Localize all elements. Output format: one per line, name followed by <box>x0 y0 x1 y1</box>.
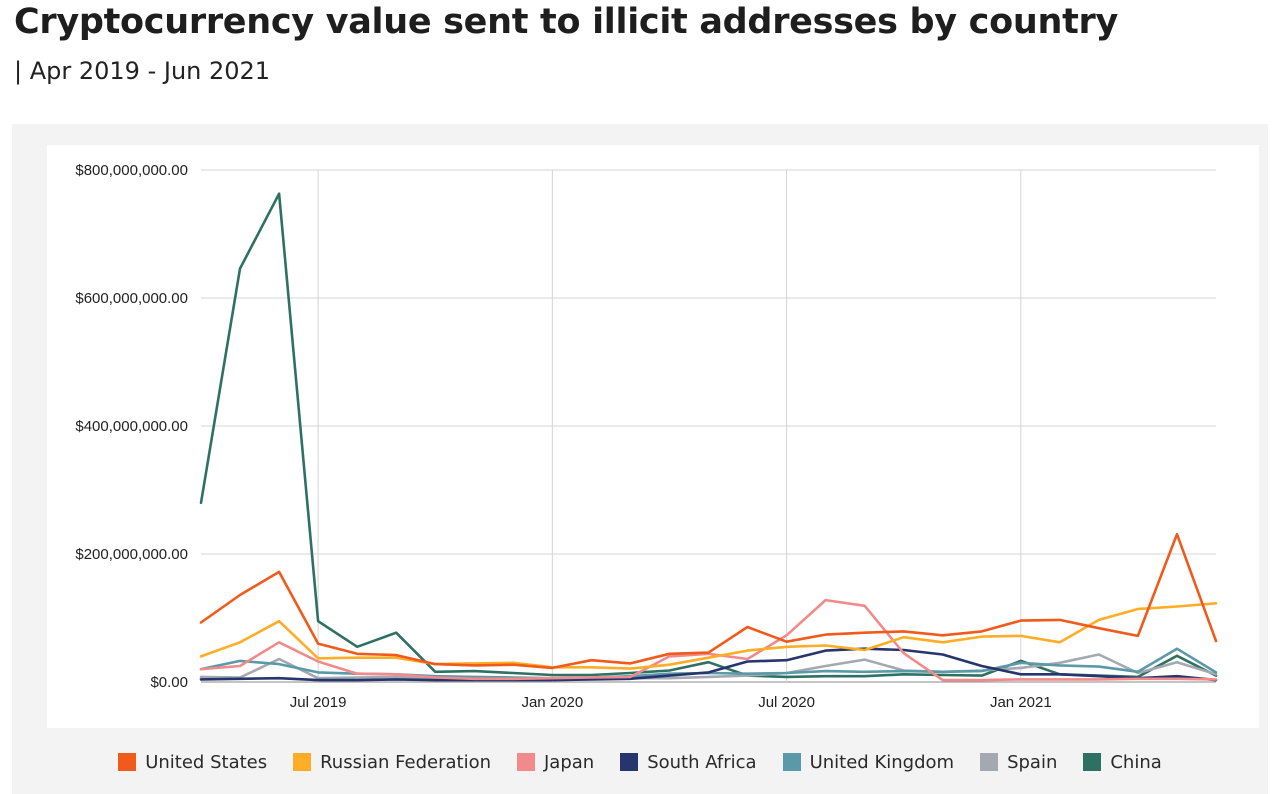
legend-swatch <box>1083 753 1102 771</box>
x-tick-label: Jan 2020 <box>521 694 583 711</box>
legend-item-united-kingdom[interactable]: United Kingdom <box>782 751 955 773</box>
legend-item-china[interactable]: China <box>1083 751 1162 773</box>
legend-label: China <box>1110 751 1162 773</box>
y-tick-label: $400,000,000.00 <box>75 418 188 435</box>
chart-subtitle: | Apr 2019 - Jun 2021 <box>14 57 271 85</box>
legend-label: Russian Federation <box>320 751 491 773</box>
legend-label: Japan <box>544 751 595 773</box>
grid-layer <box>201 169 1216 683</box>
legend-item-russian-federation[interactable]: Russian Federation <box>293 752 491 773</box>
legend-label: United Kingdom <box>809 751 955 773</box>
x-tick-label: Jul 2019 <box>290 694 347 711</box>
series-line-south-africa <box>199 647 1218 682</box>
series-layer <box>199 192 1218 682</box>
legend-swatch <box>980 753 999 771</box>
legend-label: Spain <box>1007 751 1058 773</box>
y-tick-label: $600,000,000.00 <box>75 290 188 307</box>
legend-item-south-africa[interactable]: South Africa <box>620 751 757 773</box>
y-tick-label: $800,000,000.00 <box>75 162 188 179</box>
series-line-russian-federation <box>199 601 1218 670</box>
legend-item-spain[interactable]: Spain <box>980 752 1057 773</box>
x-tick-label: Jul 2020 <box>758 694 815 711</box>
legend-swatch <box>620 753 639 771</box>
legend-item-japan[interactable]: Japan <box>517 752 594 773</box>
legend-swatch <box>517 753 535 771</box>
plot-area <box>47 145 1259 728</box>
legend-item-united-states[interactable]: United States <box>118 752 267 773</box>
axis-layer: $0.00 $200,000,000.00 $400,000,000.00 $600,… <box>75 162 1051 711</box>
chart-title: Cryptocurrency value sent to illicit add… <box>14 2 1118 42</box>
legend-label: South Africa <box>647 751 757 773</box>
legend-label: United States <box>145 751 268 773</box>
series-line-china <box>199 192 1218 679</box>
legend-swatch <box>782 753 801 771</box>
x-tick-label: Jan 2021 <box>990 694 1052 711</box>
y-tick-label: $0.00 <box>150 674 188 691</box>
legend-swatch <box>293 753 312 771</box>
series-line-united-states <box>199 532 1218 670</box>
legend: United States Russian Federation Japan Sout… <box>0 744 1280 780</box>
legend-swatch <box>118 753 137 771</box>
y-tick-label: $200,000,000.00 <box>75 546 188 563</box>
